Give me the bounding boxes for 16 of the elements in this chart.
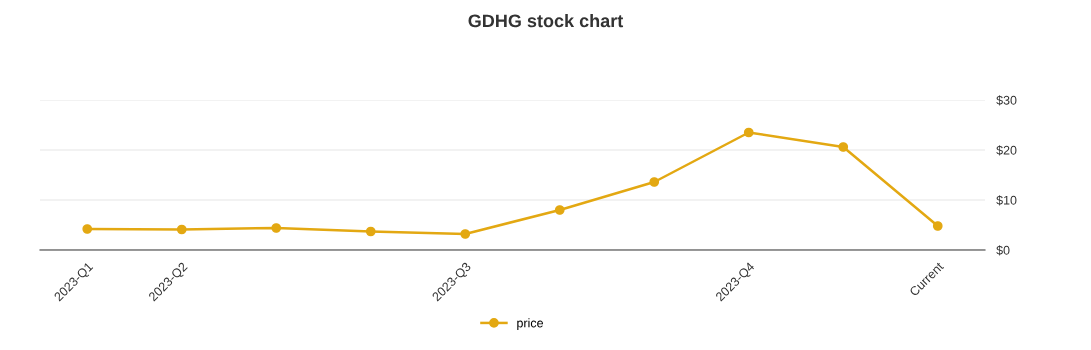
- y-tick-label: $20: [996, 145, 1017, 156]
- point: [365, 226, 376, 237]
- y-tick-label: $30: [996, 95, 1017, 106]
- point: [82, 224, 93, 234]
- point: [460, 229, 471, 239]
- y-tick-label: $10: [996, 195, 1017, 206]
- point: [932, 221, 943, 231]
- point: [554, 205, 565, 215]
- point: [271, 223, 282, 233]
- point: [838, 142, 849, 152]
- legend-label: price: [517, 318, 543, 330]
- point: [176, 224, 187, 235]
- point: [743, 127, 754, 138]
- chart-title: GDHG stock chart: [468, 14, 624, 28]
- point: [649, 177, 660, 187]
- y-tick-label: $0: [996, 245, 1010, 256]
